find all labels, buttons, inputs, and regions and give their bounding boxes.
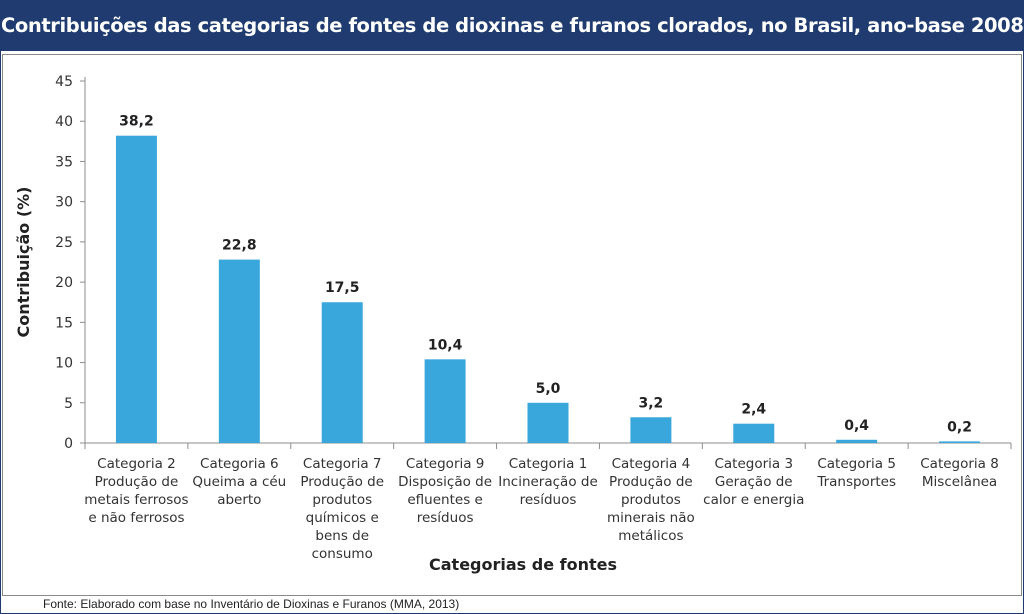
x-tick-label: Categoria 2 Produção de metais ferrosos e n… xyxy=(84,456,188,526)
figure-title: Contribuições das categorias de fontes d… xyxy=(1,1,1023,51)
bar xyxy=(939,441,981,443)
data-label: 0,2 xyxy=(947,419,972,435)
y-tick-label: 20 xyxy=(55,275,73,291)
bar xyxy=(115,135,157,444)
y-tick-label: 15 xyxy=(55,315,73,331)
data-label: 22,8 xyxy=(222,238,257,254)
data-label: 2,4 xyxy=(741,402,766,418)
data-label: 0,4 xyxy=(844,418,869,434)
bar xyxy=(321,302,363,443)
y-axis-title: Contribuição (%) xyxy=(14,187,33,338)
x-tick-label: Categoria 5 Transportes xyxy=(816,456,896,490)
bar xyxy=(527,402,569,443)
y-tick-label: 30 xyxy=(55,195,73,211)
data-label: 5,0 xyxy=(536,381,561,397)
x-tick-label: Categoria 1 Incineração de resíduos xyxy=(498,456,598,508)
y-tick-label: 40 xyxy=(55,114,73,130)
bar xyxy=(424,359,466,443)
x-tick-label: Categoria 9 Disposição de efluentes e resíd… xyxy=(398,456,492,526)
source-note: Fonte: Elaborado com base no Inventário … xyxy=(43,597,460,611)
data-label: 17,5 xyxy=(325,280,360,296)
x-tick-label: Categoria 3 Geração de calor e energia xyxy=(703,456,804,508)
y-tick-label: 25 xyxy=(55,235,73,251)
y-tick-label: 5 xyxy=(64,396,73,412)
y-tick-label: 10 xyxy=(55,356,73,372)
data-label: 38,2 xyxy=(119,114,154,130)
bar xyxy=(733,423,775,443)
data-label: 3,2 xyxy=(638,395,663,411)
y-tick-label: 35 xyxy=(55,154,73,170)
chart-panel: 0 5 10 15 20 25 30 35 40 45 38,2 Categoria 2 Produçã… xyxy=(2,54,1022,596)
bar xyxy=(218,259,260,443)
y-tick-label: 45 xyxy=(55,74,73,90)
bar xyxy=(630,417,672,443)
bar-chart: 0 5 10 15 20 25 30 35 40 45 38,2 Categoria 2 Produçã… xyxy=(14,74,1012,574)
data-label: 10,4 xyxy=(428,337,463,353)
bar xyxy=(836,439,878,443)
x-tick-label: Categoria 7 Produção de produtos químicos e… xyxy=(300,456,384,562)
x-axis-title: Categorias de fontes xyxy=(429,555,617,574)
y-tick-label: 0 xyxy=(64,436,73,452)
x-tick-label: Categoria 6 Queima a céu aberto xyxy=(192,456,286,508)
x-tick-label: Categoria 4 Produção de produtos minerais n… xyxy=(607,456,695,544)
x-tick-label: Categoria 8 Miscelânea xyxy=(920,456,999,490)
